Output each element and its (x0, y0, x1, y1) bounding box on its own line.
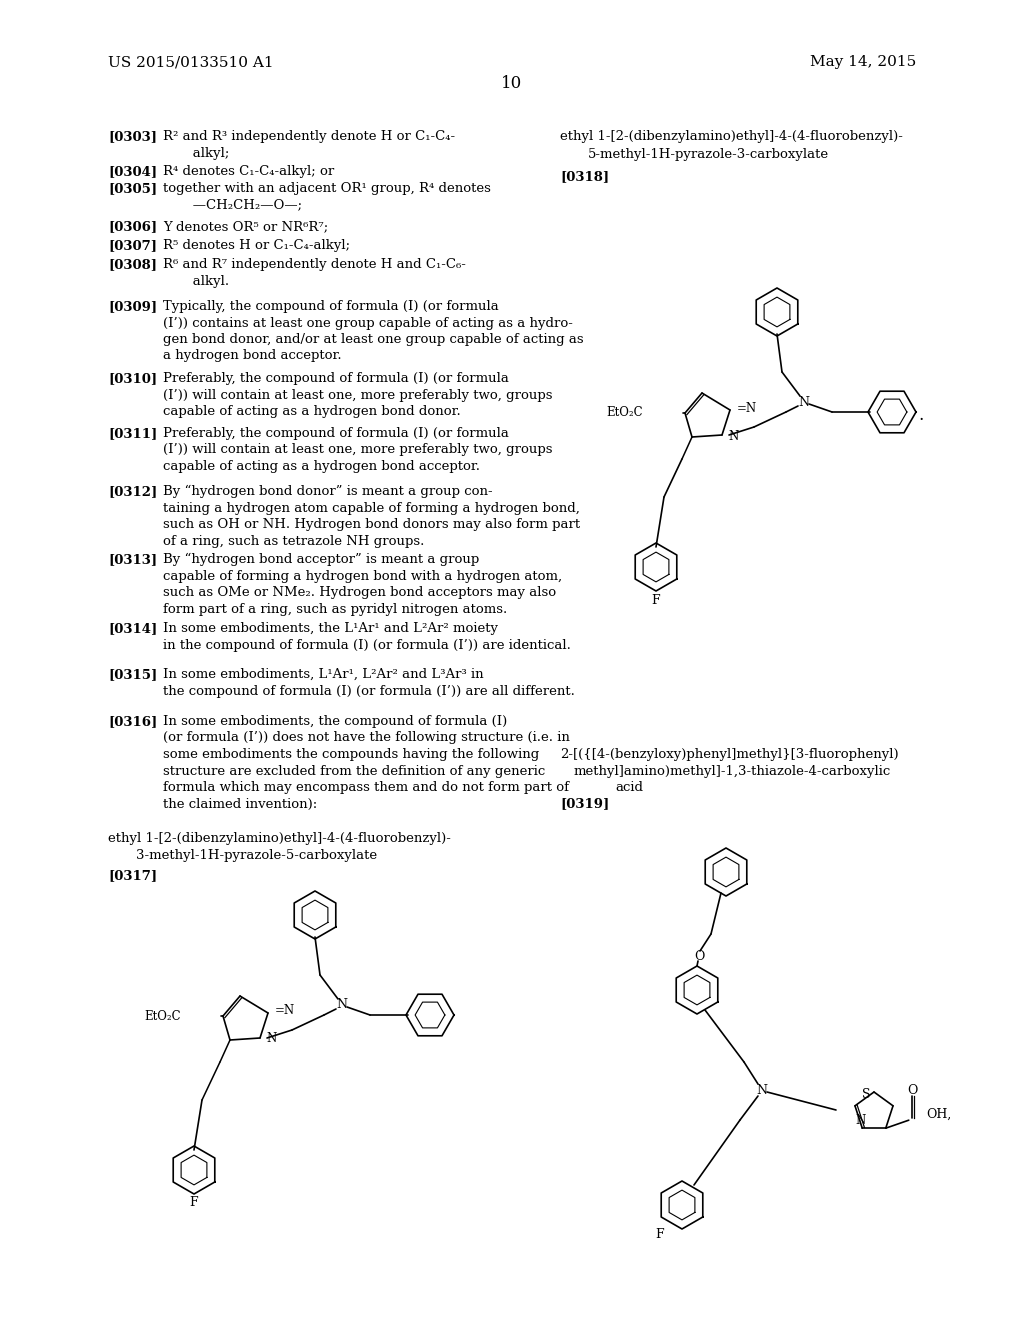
Text: N: N (728, 429, 738, 442)
Text: .: . (919, 408, 924, 425)
Text: together with an adjacent OR¹ group, R⁴ denotes
       —CH₂CH₂—O—;: together with an adjacent OR¹ group, R⁴ … (163, 182, 490, 211)
Text: [0303]: [0303] (108, 129, 157, 143)
Text: 2-[({[4-(benzyloxy)phenyl]methyl}[3-fluorophenyl): 2-[({[4-(benzyloxy)phenyl]methyl}[3-fluo… (560, 748, 899, 762)
Text: [0312]: [0312] (108, 484, 158, 498)
Text: [0304]: [0304] (108, 165, 157, 178)
Text: By “hydrogen bond acceptor” is meant a group
capable of forming a hydrogen bond : By “hydrogen bond acceptor” is meant a g… (163, 553, 562, 615)
Text: [0311]: [0311] (108, 426, 158, 440)
Text: Typically, the compound of formula (I) (or formula
(I’)) contains at least one g: Typically, the compound of formula (I) (… (163, 300, 584, 363)
Text: O: O (907, 1084, 918, 1097)
Text: [0313]: [0313] (108, 553, 157, 566)
Text: [0317]: [0317] (108, 869, 157, 882)
Text: [0308]: [0308] (108, 257, 157, 271)
Text: ethyl 1-[2-(dibenzylamino)ethyl]-4-(4-fluorobenzyl)-: ethyl 1-[2-(dibenzylamino)ethyl]-4-(4-fl… (108, 832, 451, 845)
Text: O: O (694, 949, 705, 962)
Text: [0305]: [0305] (108, 182, 157, 195)
Text: OH,: OH, (926, 1107, 951, 1121)
Text: N: N (855, 1114, 865, 1127)
Text: [0310]: [0310] (108, 372, 157, 385)
Text: =N: =N (275, 1005, 295, 1018)
Text: EtO₂C: EtO₂C (606, 407, 643, 420)
Text: In some embodiments, L¹Ar¹, L²Ar² and L³Ar³ in
the compound of formula (I) (or f: In some embodiments, L¹Ar¹, L²Ar² and L³… (163, 668, 574, 697)
Text: [0318]: [0318] (560, 170, 609, 183)
Text: Preferably, the compound of formula (I) (or formula
(I’)) will contain at least : Preferably, the compound of formula (I) … (163, 372, 553, 418)
Text: N: N (337, 998, 347, 1011)
Text: F: F (655, 1228, 665, 1241)
Text: [0314]: [0314] (108, 622, 158, 635)
Text: Y denotes OR⁵ or NR⁶R⁷;: Y denotes OR⁵ or NR⁶R⁷; (163, 220, 329, 234)
Text: N: N (757, 1084, 768, 1097)
Text: R⁶ and R⁷ independently denote H and C₁-C₆-
       alkyl.: R⁶ and R⁷ independently denote H and C₁-… (163, 257, 466, 288)
Text: F: F (651, 594, 660, 606)
Text: R⁴ denotes C₁-C₄-alkyl; or: R⁴ denotes C₁-C₄-alkyl; or (163, 165, 334, 178)
Text: R² and R³ independently denote H or C₁-C₄-
       alkyl;: R² and R³ independently denote H or C₁-C… (163, 129, 455, 160)
Text: Preferably, the compound of formula (I) (or formula
(I’)) will contain at least : Preferably, the compound of formula (I) … (163, 426, 553, 473)
Text: EtO₂C: EtO₂C (144, 1010, 181, 1023)
Text: [0307]: [0307] (108, 239, 157, 252)
Text: [0319]: [0319] (560, 797, 609, 810)
Text: =N: =N (737, 401, 757, 414)
Text: US 2015/0133510 A1: US 2015/0133510 A1 (108, 55, 273, 69)
Text: methyl]amino)methyl]-1,3-thiazole-4-carboxylic: methyl]amino)methyl]-1,3-thiazole-4-carb… (574, 766, 891, 777)
Text: [0309]: [0309] (108, 300, 157, 313)
Text: By “hydrogen bond donor” is meant a group con-
taining a hydrogen atom capable o: By “hydrogen bond donor” is meant a grou… (163, 484, 581, 548)
Text: 10: 10 (502, 75, 522, 92)
Text: acid: acid (615, 781, 643, 795)
Text: N: N (799, 396, 810, 408)
Text: 3-methyl-1H-pyrazole-5-carboxylate: 3-methyl-1H-pyrazole-5-carboxylate (136, 849, 377, 862)
Text: R⁵ denotes H or C₁-C₄-alkyl;: R⁵ denotes H or C₁-C₄-alkyl; (163, 239, 350, 252)
Text: May 14, 2015: May 14, 2015 (810, 55, 916, 69)
Text: 5-methyl-1H-pyrazole-3-carboxylate: 5-methyl-1H-pyrazole-3-carboxylate (588, 148, 829, 161)
Text: [0315]: [0315] (108, 668, 158, 681)
Text: In some embodiments, the compound of formula (I)
(or formula (I’)) does not have: In some embodiments, the compound of for… (163, 715, 570, 810)
Text: ethyl 1-[2-(dibenzylamino)ethyl]-4-(4-fluorobenzyl)-: ethyl 1-[2-(dibenzylamino)ethyl]-4-(4-fl… (560, 129, 903, 143)
Text: F: F (189, 1196, 199, 1209)
Text: N: N (266, 1032, 276, 1045)
Text: In some embodiments, the L¹Ar¹ and L²Ar² moiety
in the compound of formula (I) (: In some embodiments, the L¹Ar¹ and L²Ar²… (163, 622, 570, 652)
Text: [0306]: [0306] (108, 220, 157, 234)
Text: [0316]: [0316] (108, 715, 158, 729)
Text: S: S (862, 1088, 870, 1101)
